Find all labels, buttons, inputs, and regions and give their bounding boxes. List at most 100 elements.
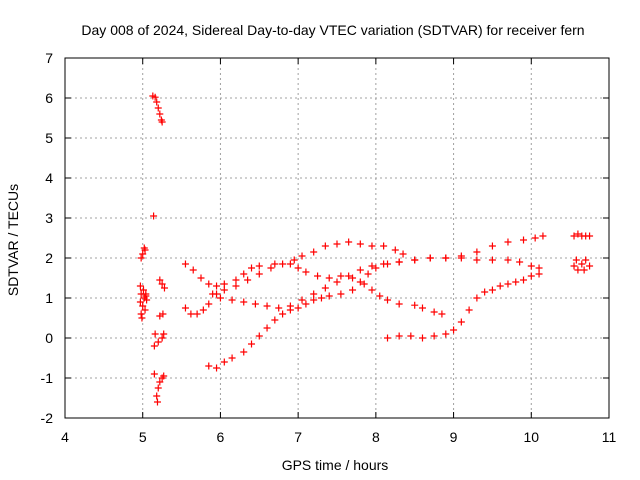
data-point [213, 282, 221, 290]
data-point [220, 280, 228, 288]
data-point [520, 276, 528, 284]
data-point [321, 284, 329, 292]
data-point [153, 398, 161, 406]
data-point [457, 318, 465, 326]
data-point [337, 290, 345, 298]
data-point [248, 340, 256, 348]
data-point [380, 242, 388, 250]
y-axis-tick-labels: -2 -1 0 1 2 3 4 5 6 7 [41, 50, 54, 426]
data-point [205, 362, 213, 370]
data-point [279, 310, 287, 318]
y-tick-label: 1 [45, 290, 53, 306]
data-point [442, 330, 450, 338]
data-point [139, 302, 147, 310]
data-point [430, 332, 438, 340]
y-tick-label: 5 [45, 130, 53, 146]
data-point [578, 260, 586, 268]
data-point [572, 256, 580, 264]
plot-frame [64, 57, 610, 419]
data-point [156, 378, 164, 386]
data-point [220, 286, 228, 294]
data-point [380, 260, 388, 268]
data-point [232, 282, 240, 290]
x-tick-label: 9 [450, 429, 458, 445]
data-point [442, 254, 450, 262]
data-point [181, 260, 189, 268]
data-point [368, 286, 376, 294]
data-point [360, 280, 368, 288]
data-point [159, 310, 167, 318]
data-point [356, 278, 364, 286]
data-point [364, 270, 372, 278]
data-point [574, 230, 582, 238]
data-point [372, 264, 380, 272]
data-point [199, 306, 207, 314]
x-tick-label: 7 [294, 429, 302, 445]
data-point [496, 282, 504, 290]
data-point [411, 301, 419, 309]
data-point [141, 306, 149, 314]
data-point [197, 274, 205, 282]
data-point [136, 298, 144, 306]
data-point [488, 256, 496, 264]
data-point [391, 246, 399, 254]
data-point [220, 358, 228, 366]
y-axis-label: SDTVAR / TECUs [5, 184, 21, 296]
data-point [150, 370, 158, 378]
data-point [465, 306, 473, 314]
data-point [248, 264, 256, 272]
y-tick-label: -1 [41, 370, 54, 386]
data-point [263, 302, 271, 310]
data-point [205, 280, 213, 288]
data-point [574, 266, 582, 274]
x-tick-label: 5 [139, 429, 147, 445]
data-point [368, 242, 376, 250]
chart-title: Day 008 of 2024, Sidereal Day-to-day VTE… [81, 22, 584, 38]
data-point [251, 300, 259, 308]
series-scatter-cluster-5.2h [149, 92, 168, 406]
data-point [384, 296, 392, 304]
data-point [418, 334, 426, 342]
data-point [275, 304, 283, 312]
data-point [317, 294, 325, 302]
data-point [160, 284, 168, 292]
data-point [158, 280, 166, 288]
data-point [294, 304, 302, 312]
data-point [181, 304, 189, 312]
x-tick-label: 8 [372, 429, 380, 445]
x-tick-label: 6 [217, 429, 225, 445]
data-point [395, 332, 403, 340]
data-point [189, 266, 197, 274]
data-point [512, 278, 520, 286]
y-tick-label: 0 [45, 330, 53, 346]
data-point [325, 274, 333, 282]
data-point [151, 330, 159, 338]
data-point [376, 292, 384, 300]
data-point [418, 304, 426, 312]
data-point [209, 290, 217, 298]
data-point [580, 266, 588, 274]
data-point [279, 260, 287, 268]
data-point [586, 232, 594, 240]
y-tick-label: 3 [45, 210, 53, 226]
data-point [345, 272, 353, 280]
data-point [384, 334, 392, 342]
data-point [158, 118, 166, 126]
data-point [345, 238, 353, 246]
axis-ticks [64, 57, 610, 419]
data-point [271, 316, 279, 324]
data-point [153, 392, 161, 400]
data-point [481, 288, 489, 296]
data-point [333, 278, 341, 286]
data-point [473, 248, 481, 256]
data-point [263, 324, 271, 332]
x-tick-label: 10 [523, 429, 539, 445]
grid-lines [65, 58, 609, 418]
x-tick-label: 4 [61, 429, 69, 445]
data-point [139, 286, 147, 294]
data-point [539, 232, 547, 240]
data-point [527, 262, 535, 270]
data-point [349, 286, 357, 294]
data-point [240, 298, 248, 306]
data-point [570, 232, 578, 240]
